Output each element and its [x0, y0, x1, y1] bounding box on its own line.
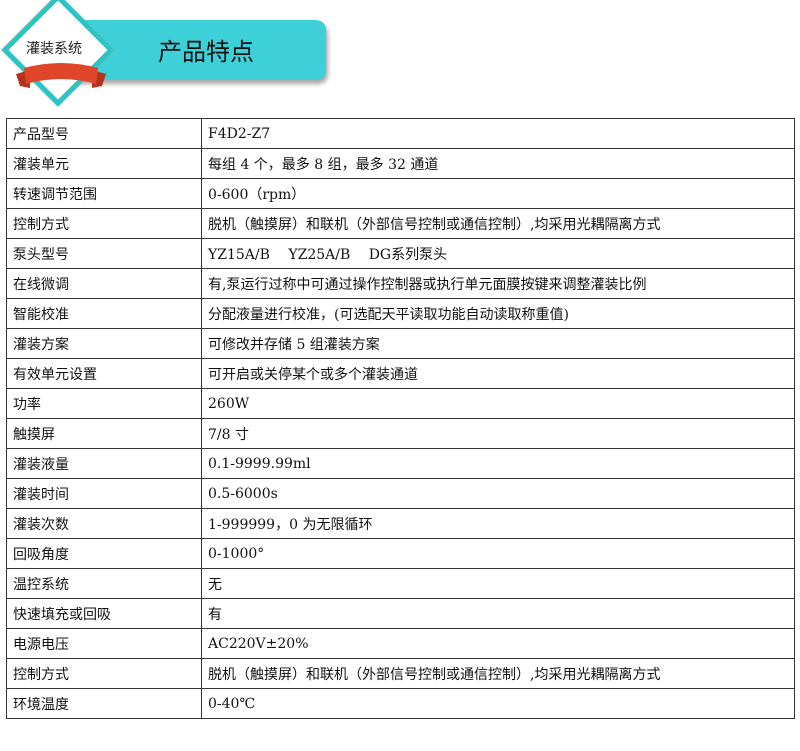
spec-name: 回吸角度 [6, 538, 202, 569]
table-row: 产品型号 F4D2-Z7 [6, 118, 795, 149]
spec-value: 1-999999，0 为无限循环 [201, 508, 795, 539]
table-row: 灌装时间 0.5-6000s [6, 478, 795, 509]
spec-name: 转速调节范围 [6, 178, 202, 209]
spec-value: 260W [201, 388, 795, 419]
table-row: 控制方式 脱机（触摸屏）和联机（外部信号控制或通信控制）,均采用光耦隔离方式 [6, 208, 795, 239]
spec-value: 分配液量进行校准，(可选配天平读取功能自动读取称重值) [201, 298, 795, 329]
spec-name: 智能校准 [6, 298, 202, 329]
spec-name: 灌装方案 [6, 328, 202, 359]
spec-name: 功率 [6, 388, 202, 419]
table-row: 温控系统无 [6, 568, 795, 599]
spec-value: 可开启或关停某个或多个灌装通道 [201, 358, 795, 389]
spec-value: 0-40℃ [201, 688, 795, 719]
table-row: 回吸角度 0-1000° [6, 538, 795, 569]
table-row: 功率 260W [6, 388, 795, 419]
spec-value: 有,泵运行过称中可通过操作控制器或执行单元面膜按键来调整灌装比例 [201, 268, 795, 299]
spec-value: F4D2-Z7 [201, 118, 795, 149]
table-row: 灌装液量 0.1-9999.99ml [6, 448, 795, 479]
spec-name: 灌装时间 [6, 478, 202, 509]
spec-value: 0.5-6000s [201, 478, 795, 509]
page-title: 产品特点 [158, 38, 254, 66]
table-row: 灌装方案 可修改并存储 5 组灌装方案 [6, 328, 795, 359]
spec-value: 0-600（rpm） [201, 178, 795, 209]
spec-value: YZ15A/B YZ25A/B DG系列泵头 [201, 238, 795, 269]
spec-value: 无 [201, 568, 795, 599]
table-row: 泵头型号 YZ15A/B YZ25A/B DG系列泵头 [6, 238, 795, 269]
spec-value: 有 [201, 598, 795, 629]
spec-name: 电源电压 [6, 628, 202, 659]
spec-value: 7/8 寸 [201, 418, 795, 449]
table-row: 电源电压 AC220V±20% [6, 628, 795, 659]
table-row: 灌装次数 1-999999，0 为无限循环 [6, 508, 795, 539]
table-row: 控制方式 脱机（触摸屏）和联机（外部信号控制或通信控制）,均采用光耦隔离方式 [6, 658, 795, 689]
spec-name: 灌装次数 [6, 508, 202, 539]
spec-value: 0-1000° [201, 538, 795, 569]
table-row: 在线微调 有,泵运行过称中可通过操作控制器或执行单元面膜按键来调整灌装比例 [6, 268, 795, 299]
spec-value: 每组 4 个，最多 8 组，最多 32 通道 [201, 148, 795, 179]
spec-name: 泵头型号 [6, 238, 202, 269]
spec-table: 产品型号 F4D2-Z7 灌装单元 每组 4 个，最多 8 组，最多 32 通道 转速调… [6, 118, 795, 719]
table-row: 快速填充或回吸有 [6, 598, 795, 629]
table-row: 智能校准 分配液量进行校准，(可选配天平读取功能自动读取称重值) [6, 298, 795, 329]
ribbon-icon [16, 63, 106, 88]
spec-name: 控制方式 [6, 208, 202, 239]
spec-value: 脱机（触摸屏）和联机（外部信号控制或通信控制）,均采用光耦隔离方式 [201, 208, 795, 239]
table-row: 转速调节范围 0-600（rpm） [6, 178, 795, 209]
spec-name: 温控系统 [6, 568, 202, 599]
spec-value: 可修改并存储 5 组灌装方案 [201, 328, 795, 359]
table-row: 灌装单元 每组 4 个，最多 8 组，最多 32 通道 [6, 148, 795, 179]
spec-value: 0.1-9999.99ml [201, 448, 795, 479]
spec-value: AC220V±20% [201, 628, 795, 659]
table-row: 环境温度 0-40℃ [6, 688, 795, 719]
spec-name: 灌装液量 [6, 448, 202, 479]
spec-value: 脱机（触摸屏）和联机（外部信号控制或通信控制）,均采用光耦隔离方式 [201, 658, 795, 689]
spec-name: 控制方式 [6, 658, 202, 689]
spec-name: 有效单元设置 [6, 358, 202, 389]
table-row: 有效单元设置 可开启或关停某个或多个灌装通道 [6, 358, 795, 389]
spec-name: 在线微调 [6, 268, 202, 299]
spec-name: 产品型号 [6, 118, 202, 149]
spec-name: 环境温度 [6, 688, 202, 719]
spec-name: 快速填充或回吸 [6, 598, 202, 629]
spec-name: 触摸屏 [6, 418, 202, 449]
badge-label: 灌装系统 [26, 41, 82, 57]
spec-name: 灌装单元 [6, 148, 202, 179]
table-row: 触摸屏 7/8 寸 [6, 418, 795, 449]
